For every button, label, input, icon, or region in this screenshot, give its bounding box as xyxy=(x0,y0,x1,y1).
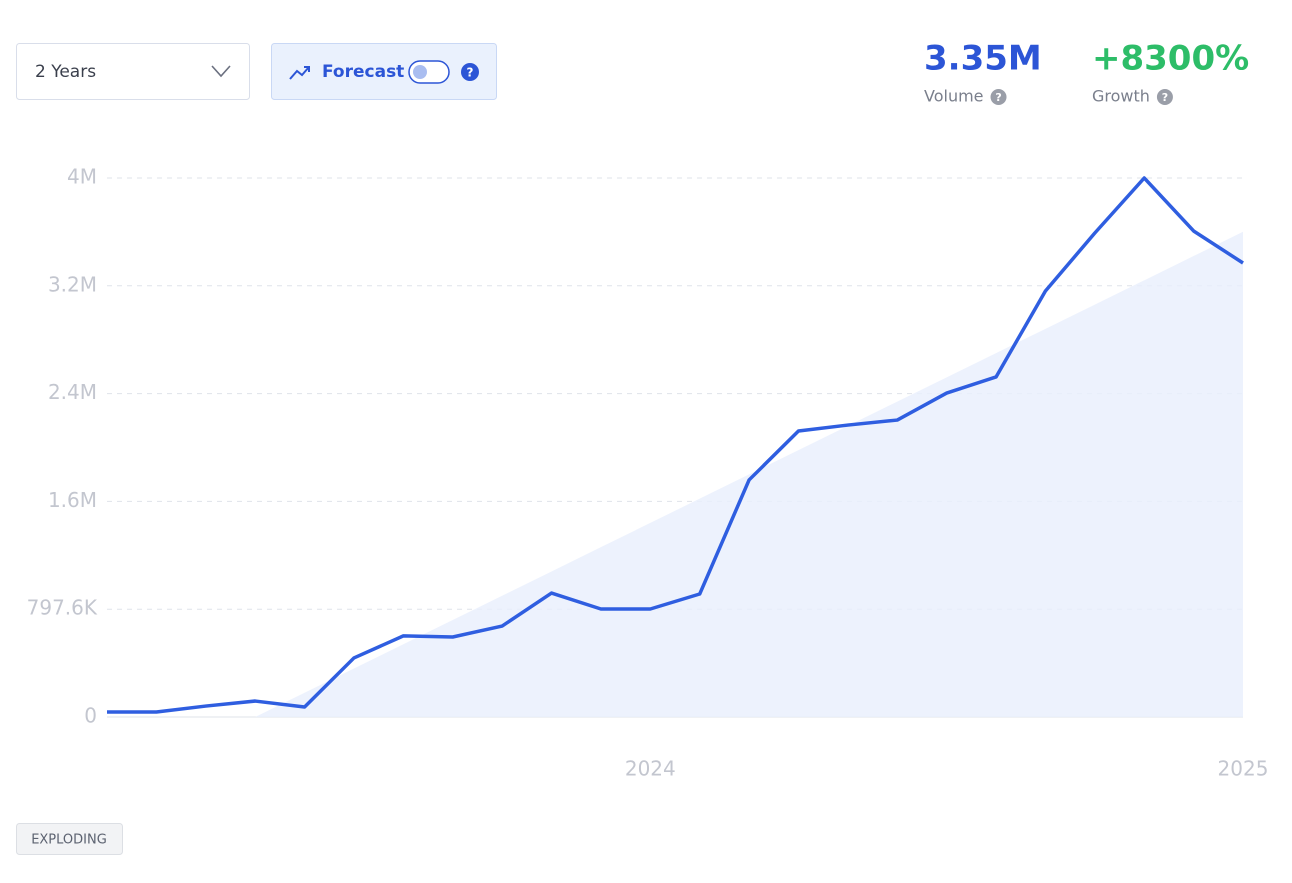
chevron xyxy=(211,65,231,78)
forecast-label: Forecast xyxy=(322,62,404,82)
badge-label: EXPLODING xyxy=(31,833,107,848)
x-tick-label: 2024 xyxy=(625,757,676,781)
trend-area xyxy=(255,231,1243,717)
y-tick-label: 0 xyxy=(84,704,97,728)
help-icon[interactable] xyxy=(461,63,479,81)
trend-line xyxy=(107,176,1244,714)
help-icon-text: ? xyxy=(995,91,1001,104)
toggle-knob xyxy=(413,65,427,79)
y-tick-label: 797.6K xyxy=(27,596,98,620)
forecast-button[interactable] xyxy=(271,43,497,100)
help-icon xyxy=(990,89,1007,105)
stat-value: 3.35M xyxy=(924,39,1042,79)
stat-label: Volume xyxy=(924,87,984,106)
range-dropdown[interactable] xyxy=(16,43,250,100)
badge xyxy=(16,823,123,855)
y-tick-label: 1.6M xyxy=(48,488,97,512)
stat-label: Growth xyxy=(1092,87,1150,106)
help-icon-text: ? xyxy=(1162,91,1168,104)
range-label: 2 Years xyxy=(35,62,96,82)
y-tick-label: 2.4M xyxy=(48,380,97,404)
help-icon-text: ? xyxy=(467,66,474,80)
trend-icon xyxy=(289,66,310,80)
y-tick-label: 4M xyxy=(67,165,97,189)
y-tick-label: 3.2M xyxy=(48,272,97,296)
x-tick-label: 2025 xyxy=(1218,757,1269,781)
help-icon xyxy=(1156,89,1173,105)
stat-value: +8300% xyxy=(1092,39,1249,79)
